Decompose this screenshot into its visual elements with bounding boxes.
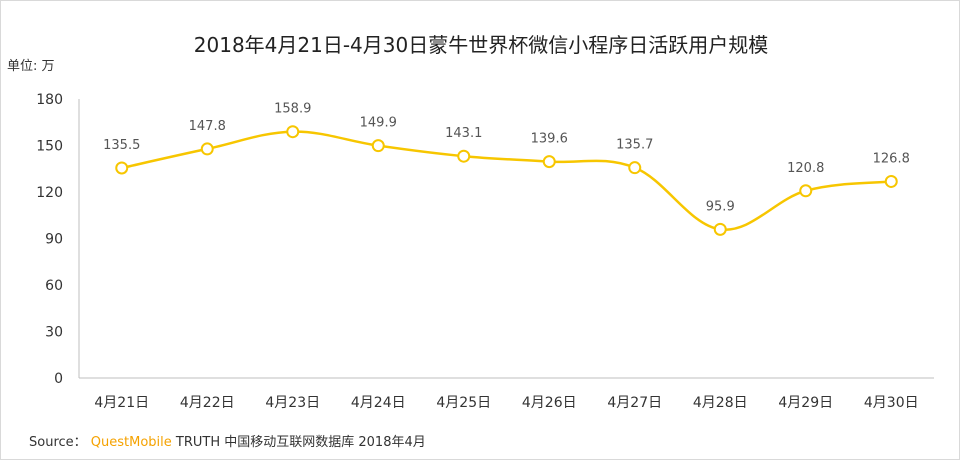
data-label: 147.8	[189, 119, 226, 134]
data-point	[542, 155, 556, 169]
y-tick-labels: 0 30 60 90 120 150 180	[36, 92, 63, 387]
source-note: Source： QuestMobile TRUTH 中国移动互联网数据库 201…	[29, 431, 426, 450]
x-tick-label: 4月27日	[607, 395, 662, 411]
source-text: TRUTH 中国移动互联网数据库 2018年4月	[175, 435, 426, 450]
x-tick-label: 4月24日	[351, 395, 406, 411]
y-tick-label: 90	[45, 232, 63, 248]
x-tick-label: 4月23日	[265, 395, 320, 411]
data-point	[713, 222, 727, 236]
x-tick-labels: 4月21日 4月22日 4月23日 4月24日 4月25日 4月26日 4月27日 4月28日…	[94, 395, 918, 411]
series-line	[121, 130, 892, 231]
x-tick-label: 4月25日	[436, 395, 491, 411]
data-label: 135.7	[616, 138, 653, 153]
chart-title: 2018年4月21日-4月30日蒙牛世界杯微信小程序日活跃用户规模	[193, 33, 769, 57]
data-point	[457, 149, 471, 163]
source-label: Source：	[29, 435, 87, 450]
data-point	[628, 161, 642, 175]
data-label: 139.6	[531, 132, 568, 147]
y-tick-label: 150	[36, 139, 63, 155]
x-tick-label: 4月30日	[864, 395, 919, 411]
source-brand: QuestMobile	[90, 435, 172, 450]
y-tick-label: 0	[54, 371, 63, 387]
x-tick-label: 4月21日	[94, 395, 149, 411]
data-point	[799, 184, 813, 198]
data-point	[200, 142, 214, 156]
y-tick-label: 60	[45, 278, 63, 294]
data-point	[286, 125, 300, 139]
x-tick-label: 4月28日	[693, 395, 748, 411]
data-label: 126.8	[873, 151, 910, 166]
data-label: 120.8	[787, 161, 824, 176]
data-point	[884, 174, 898, 188]
data-point	[371, 139, 385, 153]
data-label: 149.9	[360, 116, 397, 131]
unit-label: 单位: 万	[7, 59, 55, 74]
data-label: 135.5	[103, 138, 140, 153]
data-label: 143.1	[445, 126, 482, 141]
x-tick-label: 4月29日	[778, 395, 833, 411]
data-markers	[115, 125, 898, 236]
y-tick-label: 30	[45, 325, 63, 341]
x-tick-label: 4月22日	[180, 395, 235, 411]
data-label: 158.9	[274, 102, 311, 117]
data-point	[115, 161, 129, 175]
y-tick-label: 180	[36, 92, 63, 108]
data-label: 95.9	[706, 199, 735, 214]
y-tick-label: 120	[36, 185, 63, 201]
data-labels: 135.5 147.8 158.9 149.9 143.1 139.6 135.7 95.9 1…	[103, 102, 910, 215]
x-tick-label: 4月26日	[522, 395, 577, 411]
